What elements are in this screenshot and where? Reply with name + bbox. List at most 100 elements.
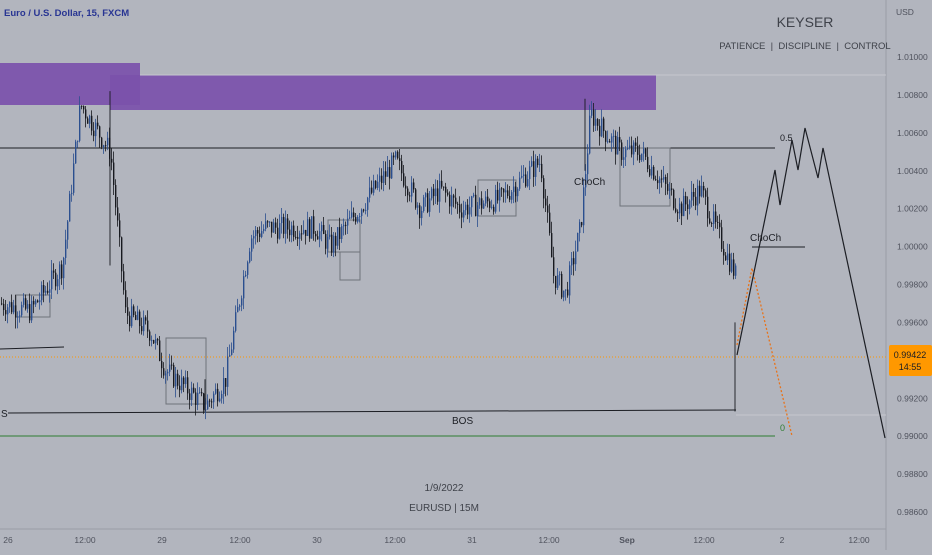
candle-body — [169, 364, 171, 372]
candle-body — [265, 221, 267, 229]
candle-body — [51, 270, 53, 290]
candle-body — [637, 145, 639, 155]
candle-body — [41, 285, 43, 301]
candle-body — [149, 331, 151, 341]
candle-body — [485, 196, 487, 204]
candle-body — [647, 156, 649, 170]
candle-body — [305, 229, 307, 236]
orange-projection-path — [736, 267, 793, 437]
candle-body — [469, 207, 471, 215]
candle-body — [653, 166, 655, 180]
candle-body — [367, 197, 369, 210]
current-price-badge[interactable]: 0.99422 14:55 — [889, 345, 932, 376]
candle-body — [301, 233, 303, 235]
candle-body — [441, 180, 443, 187]
candle-body — [729, 253, 731, 272]
candle-body — [427, 193, 429, 212]
candle-body — [573, 258, 575, 265]
watermark-symbol: EURUSD | 15M — [409, 503, 479, 514]
candle-body — [321, 224, 323, 232]
candle-body — [581, 222, 583, 226]
candle-body — [503, 188, 505, 193]
candle-body — [433, 188, 435, 197]
candle-body — [467, 204, 469, 215]
candle-body — [181, 377, 183, 391]
candle-body — [679, 203, 681, 214]
candle-body — [715, 211, 717, 222]
price-badge-countdown: 14:55 — [899, 362, 922, 372]
candle-body — [665, 177, 667, 184]
candle-body — [283, 217, 285, 234]
candle-body — [709, 218, 711, 224]
candle-body — [309, 219, 311, 239]
candle-body — [473, 194, 475, 197]
candle-body — [5, 310, 7, 315]
candle-body — [249, 251, 251, 263]
candle-body — [461, 212, 463, 218]
symbol-title[interactable]: Euro / U.S. Dollar, 15, FXCM — [4, 8, 129, 19]
candle-body — [275, 222, 277, 228]
candle-body — [447, 192, 449, 195]
candle-body — [213, 393, 215, 403]
time-tick-label: 12:00 — [384, 535, 406, 545]
price-tick-label: 1.00200 — [897, 204, 928, 214]
candle-body — [61, 264, 63, 279]
candle-body — [405, 185, 407, 189]
candle-body — [457, 203, 459, 205]
candle-body — [547, 205, 549, 213]
candle-body — [153, 340, 155, 344]
time-axis-ticks: 26 12:00 29 12:00 30 12:00 31 12:00 Sep 12:00 2 12:… — [3, 535, 870, 545]
candle-body — [201, 392, 203, 394]
candle-body — [575, 251, 577, 265]
candle-body — [449, 194, 451, 207]
left-level-line — [0, 346, 65, 350]
candle-body — [701, 185, 703, 197]
candle-body — [347, 218, 349, 226]
candle-body — [619, 137, 621, 143]
candle-body — [11, 302, 13, 313]
candle-body — [361, 209, 363, 217]
candle-body — [629, 145, 631, 149]
candle-body — [657, 180, 659, 184]
candle-body — [475, 194, 477, 217]
candle-body — [127, 307, 129, 316]
candle-body — [579, 222, 581, 233]
candle-body — [107, 137, 109, 146]
candle-body — [217, 388, 219, 402]
candle-body — [203, 393, 205, 410]
candle-body — [733, 259, 735, 276]
candle-body — [699, 185, 701, 197]
candle-body — [395, 151, 397, 158]
candle-body — [599, 125, 601, 137]
candle-body — [401, 161, 403, 174]
candle-body — [387, 167, 389, 177]
time-tick-label: 2 — [780, 535, 785, 545]
candle-body — [45, 290, 47, 293]
candle-body — [707, 196, 709, 219]
candle-body — [527, 179, 529, 187]
candle-body — [255, 230, 257, 237]
price-tick-label: 0.99600 — [897, 317, 928, 327]
time-tick-label: 29 — [157, 535, 167, 545]
time-tick-label: 12:00 — [229, 535, 251, 545]
fib-0.5-label: 0.5 — [780, 133, 793, 143]
candle-body — [187, 377, 189, 394]
time-tick-label: 30 — [312, 535, 322, 545]
candle-body — [313, 216, 315, 234]
candle-body — [71, 192, 73, 194]
price-tick-label: 1.00600 — [897, 128, 928, 138]
price-tick-label: 1.00400 — [897, 166, 928, 176]
candle-body — [29, 304, 31, 321]
range-box — [339, 251, 361, 281]
candle-body — [19, 315, 21, 317]
candle-body — [211, 401, 213, 403]
candle-body — [163, 368, 165, 376]
candle-body — [97, 122, 99, 127]
candle-body — [703, 185, 705, 191]
candle-body — [345, 224, 347, 226]
candle-body — [465, 204, 467, 211]
candle-body — [613, 135, 615, 137]
candle-body — [525, 174, 527, 187]
